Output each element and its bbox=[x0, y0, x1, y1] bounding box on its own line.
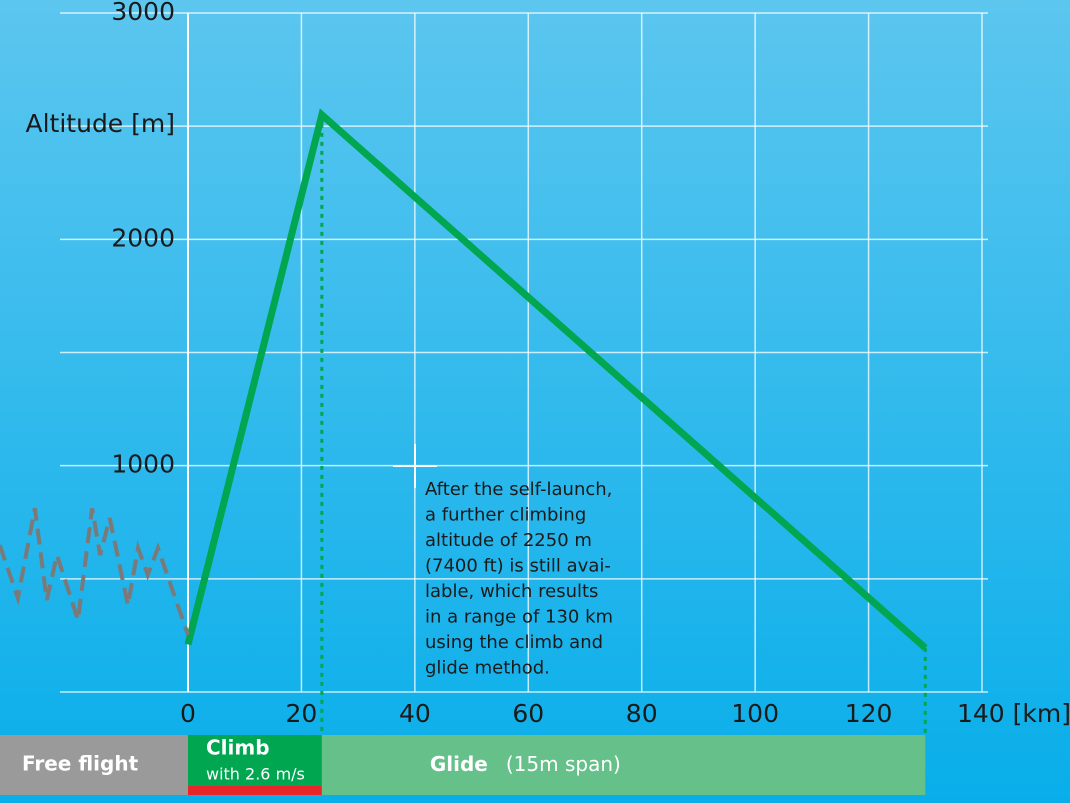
phase-bar bbox=[188, 735, 322, 795]
x-tick-label: 120 bbox=[845, 699, 893, 728]
y-tick-label: 3000 bbox=[111, 0, 175, 26]
x-tick-label: 60 bbox=[512, 699, 544, 728]
x-tick-label: 0 bbox=[180, 699, 196, 728]
y-tick-label: 2000 bbox=[111, 223, 175, 252]
x-tick-label: 100 bbox=[731, 699, 779, 728]
phase-bar bbox=[0, 735, 188, 795]
annotation: After the self-launch, a further climbing… bbox=[425, 479, 613, 679]
annotation-line: (7400 ft) is still avai- bbox=[425, 556, 611, 577]
annotation-line: glide method. bbox=[425, 658, 550, 679]
annotation-line: After the self-launch, bbox=[425, 479, 612, 500]
annotation-line: using the climb and bbox=[425, 632, 603, 653]
phase-name: Glide bbox=[430, 752, 488, 776]
annotation-line: altitude of 2250 m bbox=[425, 530, 592, 551]
y-tick-label: 1000 bbox=[111, 450, 175, 479]
y-axis-label: Altitude [m] bbox=[26, 109, 176, 138]
phase-label: Glide (15m span) bbox=[430, 752, 621, 776]
phase-label: Climb bbox=[206, 736, 270, 760]
x-tick-label: 140 [km] bbox=[957, 699, 1070, 728]
data-line bbox=[0, 507, 190, 636]
x-tick-label: 40 bbox=[399, 699, 431, 728]
data-line bbox=[184, 108, 928, 651]
annotation-line: a further climbing bbox=[425, 505, 586, 526]
x-tick-label: 80 bbox=[626, 699, 658, 728]
annotation-line: in a range of 130 km bbox=[425, 607, 613, 628]
phase-label: Free flight bbox=[22, 752, 139, 776]
phase-sublabel: with 2.6 m/s bbox=[206, 765, 305, 784]
phase-sublabel: (15m span) bbox=[506, 752, 621, 776]
x-tick-label: 20 bbox=[286, 699, 318, 728]
annotation-line: lable, which results bbox=[425, 581, 598, 602]
climb-strip bbox=[188, 786, 322, 795]
phase-bar bbox=[321, 735, 926, 795]
